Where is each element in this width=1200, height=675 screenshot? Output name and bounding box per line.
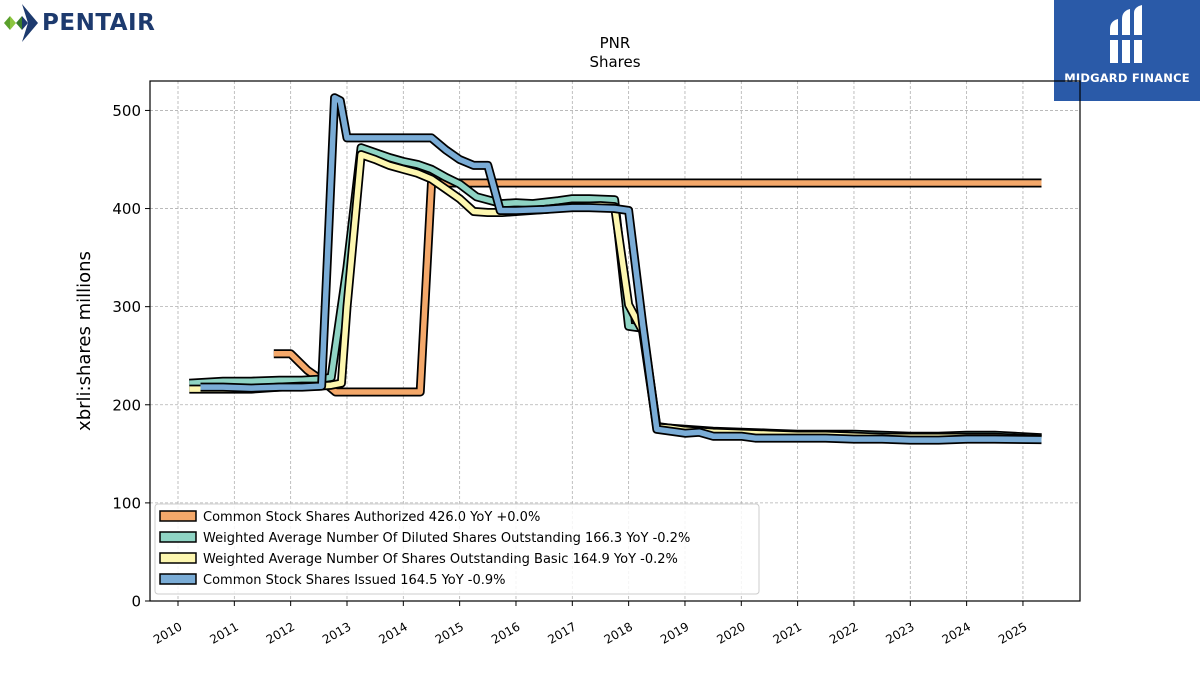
legend: Common Stock Shares Authorized 426.0 YoY…: [155, 504, 759, 594]
shares-chart: PNRShares 0 100 200 300 400 500 2010 2011 2012 201…: [0, 0, 1200, 675]
y-tick-label: 300: [112, 298, 141, 316]
legend-label: Common Stock Shares Authorized 426.0 YoY…: [203, 510, 540, 525]
x-tick-label: 2020: [714, 619, 747, 646]
legend-swatch: [160, 553, 196, 563]
x-tick-label: 2025: [996, 619, 1029, 646]
series-outline-common-stock-shares-authorized: [274, 183, 1042, 392]
legend-label: Weighted Average Number Of Shares Outsta…: [203, 552, 678, 567]
chart-title: PNR: [600, 34, 631, 52]
x-tick-label: 2022: [827, 619, 860, 646]
x-tick-label: 2016: [489, 619, 522, 646]
x-tick-label: 2013: [320, 619, 353, 646]
legend-swatch: [160, 511, 196, 521]
x-tick-label: 2012: [264, 619, 297, 646]
x-tick-label: 2024: [940, 619, 973, 646]
series-line-common-stock-shares-authorized: [274, 183, 1042, 392]
x-tick-label: 2017: [545, 619, 578, 646]
legend-swatch: [160, 532, 196, 542]
x-tick-label: 2023: [883, 619, 916, 646]
y-tick-label: 0: [131, 593, 141, 611]
y-axis-label: xbrli:shares millions: [74, 251, 95, 431]
y-tick-label: 400: [112, 200, 141, 218]
legend-label: Common Stock Shares Issued 164.5 YoY -0.…: [203, 573, 506, 588]
legend-swatch: [160, 574, 196, 584]
x-tick-label: 2014: [376, 619, 409, 646]
x-tick-label: 2010: [151, 619, 184, 646]
x-tick-label: 2021: [771, 619, 804, 646]
x-tick-label: 2018: [602, 619, 635, 646]
y-tick-label: 100: [112, 494, 141, 512]
series-line-weighted-average-number-of-diluted-shares-outstanding: [189, 148, 1041, 438]
y-tick-label: 200: [112, 396, 141, 414]
chart-subtitle: Shares: [589, 53, 640, 71]
series-outline-weighted-average-number-of-diluted-shares-outstanding: [189, 148, 1041, 438]
series-lines: [189, 98, 1041, 440]
legend-label: Weighted Average Number Of Diluted Share…: [203, 531, 690, 546]
y-tick-label: 500: [112, 102, 141, 120]
x-tick-label: 2011: [207, 619, 240, 646]
x-tick-label: 2019: [658, 619, 691, 646]
x-tick-label: 2015: [433, 619, 466, 646]
